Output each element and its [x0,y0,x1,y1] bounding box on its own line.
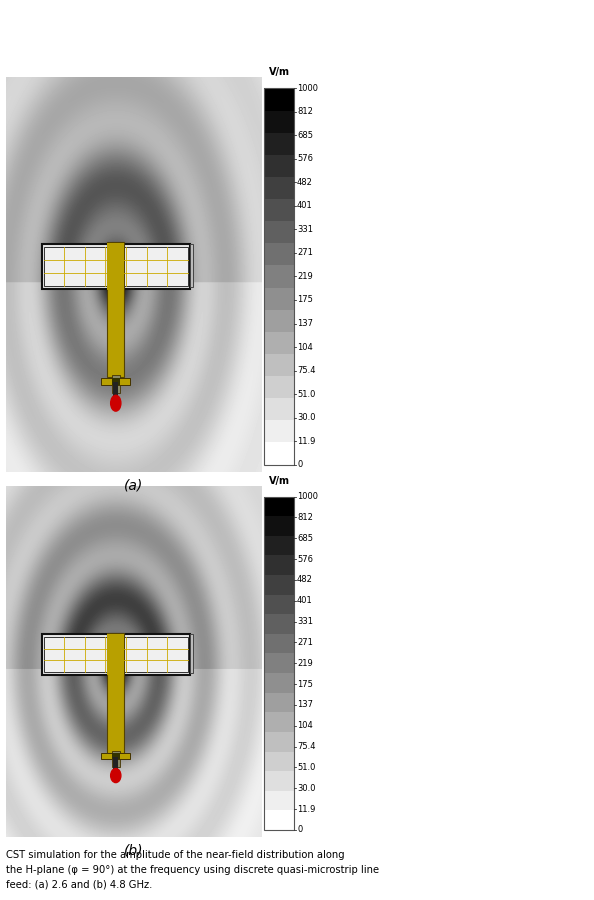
Bar [264,614,294,634]
Text: (a): (a) [124,479,143,493]
Text: 271: 271 [297,638,313,647]
Text: 219: 219 [297,272,313,281]
Text: 11.9: 11.9 [297,805,315,814]
Text: 331: 331 [297,617,313,626]
Circle shape [110,395,121,411]
Text: 75.4: 75.4 [297,366,315,375]
Text: 219: 219 [297,659,313,668]
Bar [264,310,294,332]
Bar [264,243,294,266]
Bar [108,242,124,377]
Bar [264,177,294,199]
Bar [44,637,188,672]
Text: 104: 104 [297,721,313,730]
Bar [264,653,294,673]
Bar [264,595,294,614]
Bar [264,354,294,376]
Bar [264,791,294,810]
Bar [264,443,294,464]
Text: (b): (b) [124,843,143,858]
Circle shape [110,769,121,783]
Bar [264,497,294,516]
Text: 51.0: 51.0 [297,390,315,399]
Bar [190,244,193,287]
Text: feed: (a) 2.6 and (b) 4.8 GHz.: feed: (a) 2.6 and (b) 4.8 GHz. [6,879,152,889]
Text: CST simulation for the amplitude of the near-field distribution along: CST simulation for the amplitude of the … [6,850,345,860]
Bar [112,378,120,385]
Bar [264,771,294,791]
Bar [190,634,193,673]
Bar [264,155,294,177]
Bar [264,376,294,398]
Text: 75.4: 75.4 [297,742,315,752]
Text: 175: 175 [297,295,313,304]
Text: 0: 0 [297,825,302,834]
Text: 30.0: 30.0 [297,784,315,793]
Bar [264,287,294,310]
Text: 271: 271 [297,248,313,257]
Text: 51.0: 51.0 [297,763,315,772]
Bar [264,420,294,443]
Bar [264,732,294,752]
Bar [264,199,294,221]
Bar [113,382,118,397]
Bar [113,757,118,770]
Bar [264,575,294,595]
Bar [112,753,120,760]
Bar [264,132,294,155]
Text: 1000: 1000 [297,84,318,93]
Text: 812: 812 [297,107,313,116]
Bar [112,375,120,393]
Bar [264,111,294,132]
Text: 482: 482 [297,178,313,187]
Bar [264,536,294,555]
Text: 576: 576 [297,155,313,164]
Text: 576: 576 [297,554,313,563]
Text: 331: 331 [297,225,313,234]
Bar [108,633,124,752]
Bar [264,712,294,732]
Bar [101,378,131,385]
Bar [112,751,120,767]
Text: 812: 812 [297,513,313,522]
Bar [264,88,294,111]
Bar [264,673,294,693]
Bar [42,244,190,290]
Bar [264,266,294,287]
Bar [264,634,294,653]
Bar [101,753,131,760]
Bar [264,332,294,354]
Text: 11.9: 11.9 [297,436,315,446]
Text: 0: 0 [297,460,302,469]
Text: 482: 482 [297,575,313,584]
Text: 175: 175 [297,680,313,688]
Text: 685: 685 [297,130,313,140]
Text: 137: 137 [297,700,313,709]
Bar [264,810,294,830]
Text: 30.0: 30.0 [297,413,315,422]
Text: the H-plane (φ = 90°) at the frequency using discrete quasi-microstrip line: the H-plane (φ = 90°) at the frequency u… [6,865,379,875]
Bar [264,221,294,243]
Bar [44,247,188,286]
Text: 1000: 1000 [297,492,318,501]
Text: 137: 137 [297,319,313,328]
Text: 685: 685 [297,534,313,543]
Bar [264,497,294,830]
Bar [264,516,294,536]
Text: 401: 401 [297,596,313,605]
Text: V/m: V/m [268,476,290,486]
Bar [108,243,124,290]
Bar [42,634,190,675]
Bar [264,752,294,771]
Bar [264,693,294,712]
Bar [264,88,294,464]
Text: V/m: V/m [268,67,290,76]
Bar [264,555,294,575]
Bar [108,634,124,675]
Text: 401: 401 [297,202,313,211]
Text: 104: 104 [297,343,313,352]
Bar [264,398,294,420]
